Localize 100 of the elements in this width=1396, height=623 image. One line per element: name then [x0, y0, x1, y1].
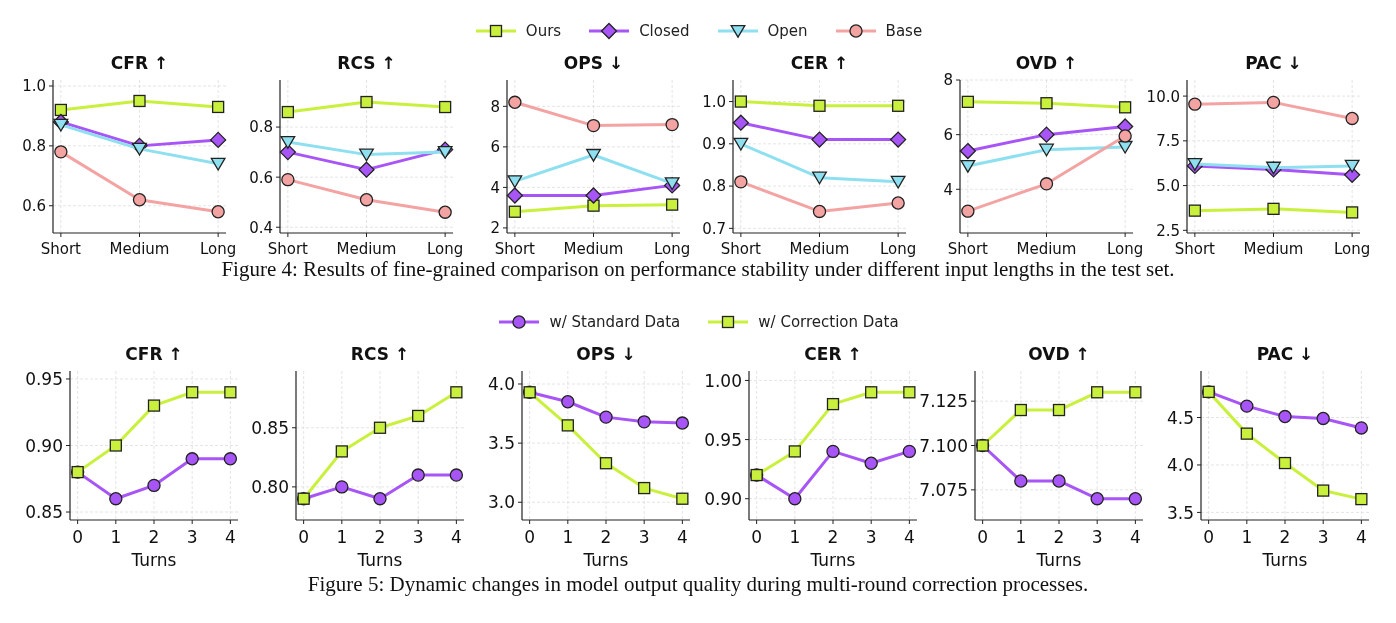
x-tick-label: 1: [1015, 527, 1027, 547]
x-tick-label: 0: [977, 527, 988, 547]
x-tick-label: Medium: [789, 240, 850, 258]
x-tick-label: Short: [267, 240, 308, 258]
x-tick-label: 4: [903, 527, 915, 547]
x-tick-label: 0: [72, 527, 84, 547]
x-tick-label: 3: [1317, 527, 1329, 547]
chart-title: PAC ↓: [1245, 53, 1302, 73]
y-tick-label: 0.95: [25, 369, 63, 390]
x-tick-label: 2: [148, 527, 160, 547]
x-axis-title: Turns: [356, 550, 403, 570]
x-tick-label: 4: [677, 527, 689, 547]
chart-title: CFR ↑: [110, 53, 169, 73]
x-tick-label: Short: [721, 240, 762, 258]
x-tick-label: 2: [827, 527, 839, 547]
y-tick-label: 6: [943, 126, 954, 145]
y-tick-label: 4.5: [1166, 407, 1194, 428]
y-tick-label: 4.0: [488, 374, 516, 395]
x-tick-label: 2: [1279, 527, 1291, 547]
x-axis-title: Turns: [1261, 550, 1308, 570]
x-tick-label: 4: [224, 527, 236, 547]
x-tick-label: 1: [336, 527, 348, 547]
x-tick-label: 3: [1091, 527, 1103, 547]
y-tick-label: 0.8: [248, 118, 273, 137]
x-tick-label: Long: [199, 240, 237, 258]
x-tick-label: 4: [451, 527, 462, 547]
caption: Figure 4: Results of fine-grained comparison on performance stability under different input lengths in the test set.: [220, 257, 1176, 282]
x-tick-label: Short: [40, 240, 82, 258]
y-tick-label: 7.100: [919, 435, 968, 456]
y-tick-label: 1.0: [22, 77, 46, 96]
y-tick-label: 1.0: [702, 92, 727, 111]
x-tick-label: Medium: [563, 240, 624, 258]
x-tick-label: 0: [1203, 527, 1215, 547]
y-tick-label: 0.4: [248, 218, 273, 237]
y-tick-label: 0.9: [702, 135, 727, 154]
y-tick-label: 7.075: [919, 479, 968, 500]
x-tick-label: 4: [1129, 527, 1141, 547]
y-tick-label: 0.90: [25, 435, 63, 456]
legend-label: Closed: [639, 22, 690, 40]
y-tick-label: 0.80: [251, 477, 290, 498]
y-tick-label: 2: [490, 219, 500, 238]
x-tick-label: 3: [412, 527, 424, 547]
y-tick-label: 3.5: [1166, 502, 1194, 523]
chart-title: OVD ↑: [1028, 344, 1090, 364]
chart-title: CER ↑: [803, 344, 862, 364]
x-tick-label: 1: [110, 527, 122, 547]
y-tick-label: 0.85: [251, 417, 290, 438]
y-tick-label: 5.0: [1156, 176, 1180, 195]
x-axis-title: Turns: [1035, 550, 1082, 570]
legend-label: w/ Standard Data: [549, 313, 681, 331]
x-tick-label: 2: [374, 527, 386, 547]
x-tick-label: 0: [298, 527, 310, 547]
x-tick-label: Medium: [1016, 240, 1077, 258]
y-tick-label: 0.6: [22, 197, 46, 216]
x-tick-label: Long: [426, 240, 464, 258]
x-tick-label: 1: [789, 527, 800, 547]
x-tick-label: Long: [653, 240, 690, 258]
x-tick-label: Short: [494, 240, 535, 258]
y-tick-label: 1.00: [703, 370, 742, 391]
chart-title: CFR ↑: [125, 344, 183, 364]
x-tick-label: 4: [1355, 527, 1367, 547]
chart-title: RCS ↑: [351, 344, 410, 364]
x-tick-label: Medium: [109, 240, 170, 258]
y-tick-label: 3.5: [488, 433, 516, 454]
x-tick-label: 2: [600, 527, 612, 547]
x-tick-label: Long: [1333, 240, 1371, 258]
x-tick-label: Medium: [336, 240, 397, 258]
x-tick-label: 1: [1241, 527, 1253, 547]
x-tick-label: Short: [1174, 240, 1216, 258]
y-tick-label: 0.8: [702, 177, 727, 196]
chart-title: PAC ↓: [1256, 344, 1314, 364]
y-tick-label: 7.125: [919, 391, 968, 412]
x-tick-label: Short: [947, 240, 989, 258]
x-tick-label: 0: [750, 527, 762, 547]
x-tick-label: Medium: [1243, 240, 1304, 258]
x-tick-label: 2: [1053, 527, 1065, 547]
y-tick-label: 4: [943, 180, 954, 199]
chart-title: OVD ↑: [1015, 53, 1078, 73]
chart-title: CER ↑: [791, 53, 849, 73]
chart-title: OPS ↓: [563, 53, 623, 73]
y-tick-label: 2.5: [1156, 221, 1180, 240]
y-tick-label: 4: [490, 178, 500, 197]
y-tick-label: 7.5: [1156, 132, 1180, 151]
y-tick-label: 0.6: [248, 168, 273, 187]
x-tick-label: Long: [1107, 240, 1144, 258]
x-axis-title: Turns: [130, 550, 177, 570]
y-tick-label: 0.7: [702, 219, 727, 238]
y-tick-label: 3.0: [488, 492, 516, 513]
caption: Figure 5: Dynamic changes in model output quality during multi-round correction processes.: [306, 572, 1090, 597]
x-tick-label: 0: [524, 527, 536, 547]
y-tick-label: 8: [943, 71, 954, 90]
x-axis-title: Turns: [582, 550, 629, 570]
y-tick-label: 6: [490, 138, 500, 157]
y-tick-label: 10.0: [1146, 87, 1180, 106]
y-tick-label: 4.0: [1166, 455, 1194, 476]
y-tick-label: 0.85: [25, 502, 63, 523]
legend-label: w/ Correction Data: [758, 313, 899, 331]
x-tick-label: 3: [639, 527, 650, 547]
x-axis-title: Turns: [809, 550, 856, 570]
y-tick-label: 0.90: [703, 488, 742, 509]
